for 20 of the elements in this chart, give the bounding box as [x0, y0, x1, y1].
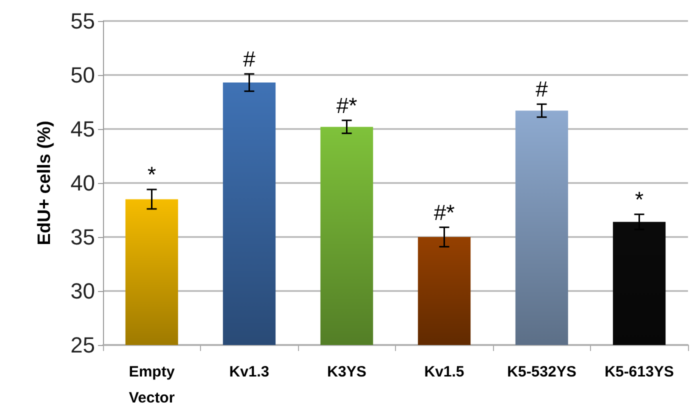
- annotation: *: [634, 186, 644, 212]
- annotation: #: [243, 46, 256, 72]
- x-tick-label: K5-613YS: [604, 364, 674, 380]
- x-tick-label: Empty Vector: [128, 364, 176, 406]
- x-tick-label: K5-532YS: [507, 364, 576, 380]
- annotation: #*: [434, 200, 456, 225]
- annotation: #: [536, 76, 549, 102]
- x-tick-label: Kv1.5: [424, 364, 464, 380]
- annotation: #*: [336, 92, 358, 118]
- annotation: *: [147, 162, 156, 187]
- x-tick-label: Kv1.3: [229, 364, 270, 380]
- y-tick-label: 35: [70, 224, 95, 250]
- y-tick-label: 40: [70, 170, 95, 196]
- y-tick-label: 50: [70, 62, 95, 88]
- y-tick-label: 25: [70, 332, 95, 358]
- x-tick-label: K3YS: [327, 364, 366, 380]
- y-tick-label: 45: [70, 116, 95, 142]
- y-axis-title: EdU+ cells (%): [34, 120, 54, 246]
- y-tick-label: 30: [70, 278, 95, 304]
- y-tick-label: 55: [70, 8, 95, 34]
